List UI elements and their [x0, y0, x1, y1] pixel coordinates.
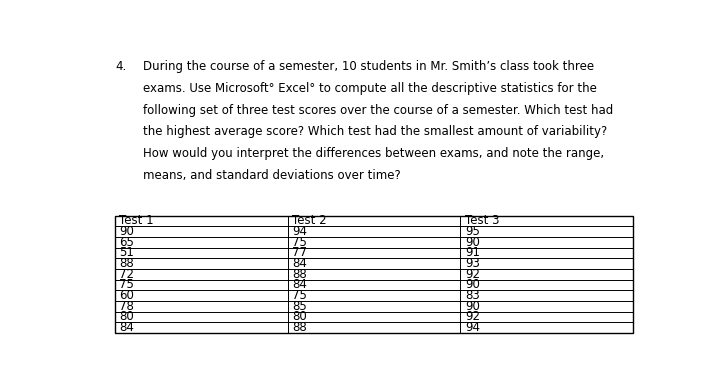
Text: 92: 92 — [465, 268, 480, 281]
Text: 78: 78 — [119, 300, 134, 313]
Text: 90: 90 — [119, 225, 134, 238]
Text: 84: 84 — [292, 279, 307, 291]
Text: 84: 84 — [119, 321, 134, 334]
Text: means, and standard deviations over time?: means, and standard deviations over time… — [143, 169, 400, 182]
Text: 90: 90 — [465, 279, 480, 291]
Text: 75: 75 — [292, 289, 307, 302]
Bar — [115, 215, 633, 333]
Text: the highest average score? Which test had the smallest amount of variability?: the highest average score? Which test ha… — [143, 125, 607, 138]
Text: 88: 88 — [119, 257, 134, 270]
Text: 91: 91 — [465, 246, 480, 259]
Text: 94: 94 — [465, 321, 480, 334]
Text: How would you interpret the differences between exams, and note the range,: How would you interpret the differences … — [143, 147, 604, 160]
Text: 90: 90 — [465, 300, 480, 313]
Text: 88: 88 — [292, 268, 307, 281]
Text: 60: 60 — [119, 289, 134, 302]
Text: 72: 72 — [119, 268, 134, 281]
Text: 94: 94 — [292, 225, 307, 238]
Text: 88: 88 — [292, 321, 307, 334]
Text: 51: 51 — [119, 246, 134, 259]
Text: 75: 75 — [119, 279, 134, 291]
Text: Test 1: Test 1 — [119, 214, 154, 228]
Text: 4.: 4. — [115, 60, 127, 73]
Text: Test 3: Test 3 — [465, 214, 500, 228]
Text: 95: 95 — [465, 225, 480, 238]
Text: Test 2: Test 2 — [292, 214, 326, 228]
Text: 85: 85 — [292, 300, 307, 313]
Text: During the course of a semester, 10 students in Mr. Smith’s class took three: During the course of a semester, 10 stud… — [143, 60, 594, 73]
Text: 84: 84 — [292, 257, 307, 270]
Text: following set of three test scores over the course of a semester. Which test had: following set of three test scores over … — [143, 104, 613, 116]
Text: 65: 65 — [119, 236, 134, 249]
Text: 92: 92 — [465, 310, 480, 324]
Text: 75: 75 — [292, 236, 307, 249]
Text: 80: 80 — [292, 310, 307, 324]
Text: exams. Use Microsoft° Excel° to compute all the descriptive statistics for the: exams. Use Microsoft° Excel° to compute … — [143, 82, 597, 95]
Text: 77: 77 — [292, 246, 307, 259]
Text: 83: 83 — [465, 289, 480, 302]
Text: 93: 93 — [465, 257, 480, 270]
Text: 80: 80 — [119, 310, 134, 324]
Text: 90: 90 — [465, 236, 480, 249]
